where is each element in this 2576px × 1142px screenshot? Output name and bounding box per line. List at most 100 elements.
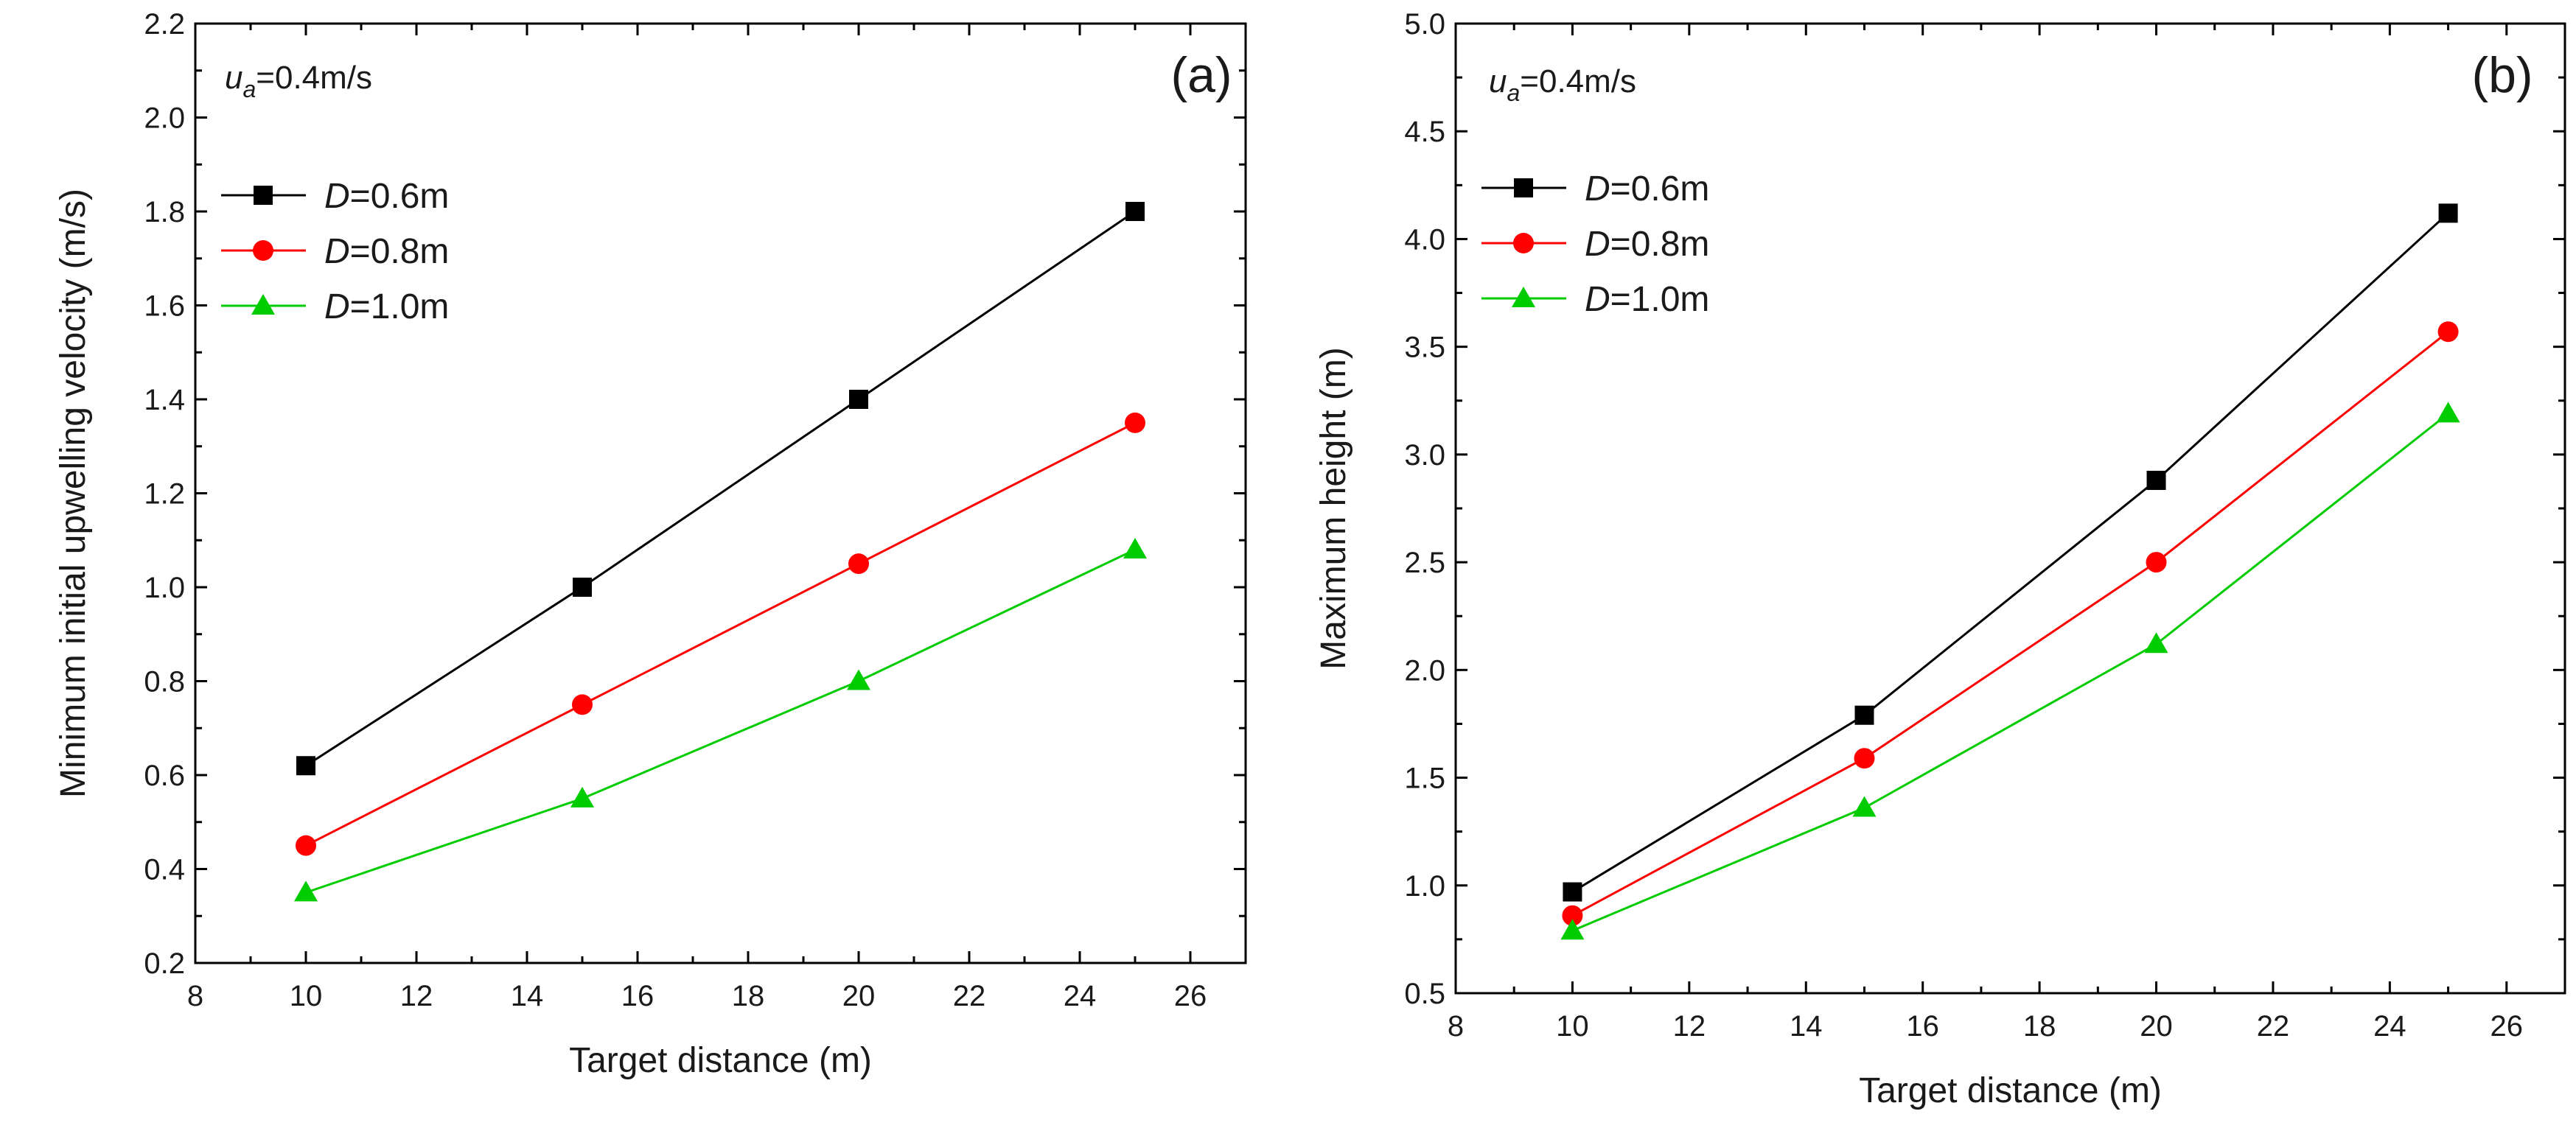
x-tick-label: 26: [2491, 1010, 2524, 1043]
annotation-subscript: a: [242, 76, 256, 102]
data-point-circle: [1562, 905, 1583, 926]
x-tick-label: 24: [1064, 980, 1097, 1012]
y-tick-label: 3.5: [1404, 332, 1445, 364]
x-tick-label: 14: [1790, 1010, 1823, 1043]
data-point-circle: [2146, 552, 2167, 573]
x-tick-label: 18: [2023, 1010, 2056, 1043]
y-tick-label: 4.0: [1404, 223, 1445, 256]
y-tick-label: 0.8: [144, 666, 185, 698]
legend-symbol: D: [324, 287, 350, 326]
series-line: [305, 548, 1136, 894]
legend-label: D=0.6m: [1585, 169, 1709, 209]
legend-value: =0.6m: [1610, 169, 1710, 209]
legend-value: =0.8m: [350, 232, 450, 271]
x-axis-title: Target distance (m): [1859, 1071, 2162, 1110]
series-triangle: [1560, 402, 2460, 940]
data-point-square: [1125, 202, 1145, 221]
data-point-circle: [572, 694, 593, 715]
legend-label: D=1.0m: [324, 287, 449, 326]
data-point-triangle: [847, 669, 870, 690]
legend-marker-triangle: [1512, 287, 1535, 307]
legend-label: D=0.6m: [324, 177, 449, 216]
data-point-square: [1563, 882, 1582, 902]
series-circle: [296, 412, 1145, 856]
data-point-triangle: [1560, 919, 1585, 940]
y-tick-label: 5.0: [1404, 8, 1445, 41]
data-point-circle: [1854, 748, 1875, 769]
y-tick-label: 1.0: [144, 572, 185, 604]
legend-symbol: D: [1585, 169, 1610, 209]
y-tick-label: 2.5: [1404, 547, 1445, 579]
data-point-square: [2146, 470, 2166, 490]
series-line: [1571, 331, 2449, 917]
data-point-square: [573, 578, 592, 597]
x-tick-label: 20: [2140, 1010, 2173, 1043]
legend: D=0.6mD=0.8mD=1.0m: [1481, 169, 1709, 319]
series-line: [1571, 212, 2449, 893]
y-tick-label: 1.2: [144, 478, 185, 511]
series-square: [1563, 203, 2458, 902]
legend-symbol: D: [324, 232, 350, 271]
chart-panel-a: 8 10 12 14 16 18 20 22 24 26 0.2 0.4 0.6 0.8 1.0 1.2 1.4…: [54, 8, 1247, 1080]
legend-label: D=0.8m: [324, 232, 449, 271]
panel-label: (b): [2471, 47, 2533, 103]
x-tick-label: 10: [290, 980, 323, 1012]
x-tick-label: 26: [1174, 980, 1207, 1012]
x-tick-label: 22: [2257, 1010, 2290, 1043]
x-tick-label: 12: [1673, 1010, 1706, 1043]
y-tick-label: 1.0: [1404, 870, 1445, 903]
x-tick-label: 20: [842, 980, 876, 1012]
y-tick-label: 2.0: [1404, 654, 1445, 687]
data-point-circle: [2437, 321, 2459, 343]
legend-value: =0.6m: [350, 177, 450, 216]
series-square: [296, 202, 1145, 776]
series-line: [305, 421, 1136, 847]
legend-value: =1.0m: [1610, 280, 1710, 319]
y-tick-label: 0.6: [144, 760, 185, 792]
data-point-square: [296, 756, 315, 776]
annotation-symbol: u: [1489, 63, 1507, 99]
legend-marker-triangle: [251, 294, 275, 315]
data-point-triangle: [2144, 632, 2168, 654]
series-line: [1571, 413, 2449, 932]
y-tick-label: 4.5: [1404, 116, 1445, 148]
y-tick-label: 2.2: [144, 8, 185, 41]
annotation-value: =0.4m/s: [1520, 63, 1636, 99]
data-point-square: [2438, 203, 2458, 223]
data-point-circle: [848, 553, 869, 575]
x-tick-label: 16: [621, 980, 655, 1012]
y-axis-title: Minimum initial upwelling velocity (m/s): [54, 189, 93, 798]
legend-label: D=0.8m: [1585, 225, 1709, 264]
annotation-value: =0.4m/s: [256, 60, 372, 96]
y-tick-label: 1.5: [1404, 763, 1445, 795]
data-point-triangle: [294, 880, 318, 902]
panel-label: (a): [1170, 47, 1232, 103]
legend-value: =1.0m: [350, 287, 450, 326]
data-point-triangle: [2436, 402, 2460, 423]
annotation-symbol: u: [225, 60, 242, 96]
legend-value: =0.8m: [1610, 225, 1710, 264]
y-tick-label: 1.4: [144, 384, 185, 416]
velocity-annotation: ua=0.4m/s: [1489, 63, 1636, 106]
x-tick-label: 14: [511, 980, 544, 1012]
series-triangle: [294, 538, 1147, 902]
x-tick-label: 12: [400, 980, 433, 1012]
y-tick-label: 1.8: [144, 196, 185, 228]
x-tick-label: 8: [187, 980, 203, 1012]
data-point-triangle: [570, 786, 594, 808]
legend-marker-circle: [1513, 233, 1534, 253]
legend-marker-circle: [253, 240, 273, 261]
velocity-annotation: ua=0.4m/s: [225, 60, 372, 102]
data-point-triangle: [1852, 796, 1877, 817]
legend: D=0.6mD=0.8mD=1.0m: [221, 177, 449, 326]
chart-panel-b: 8 10 12 14 16 18 20 22 24 26 0.5 1.0 1.5 2.0 2.5 3.0 3.5…: [1314, 8, 2566, 1110]
series-circle: [1562, 321, 2459, 926]
x-tick-label: 8: [1448, 1010, 1464, 1043]
legend-symbol: D: [324, 177, 350, 216]
data-point-circle: [296, 835, 316, 856]
data-point-triangle: [1123, 538, 1147, 558]
legend-symbol: D: [1585, 280, 1610, 319]
y-tick-label: 0.4: [144, 854, 185, 886]
data-point-square: [1854, 705, 1874, 725]
